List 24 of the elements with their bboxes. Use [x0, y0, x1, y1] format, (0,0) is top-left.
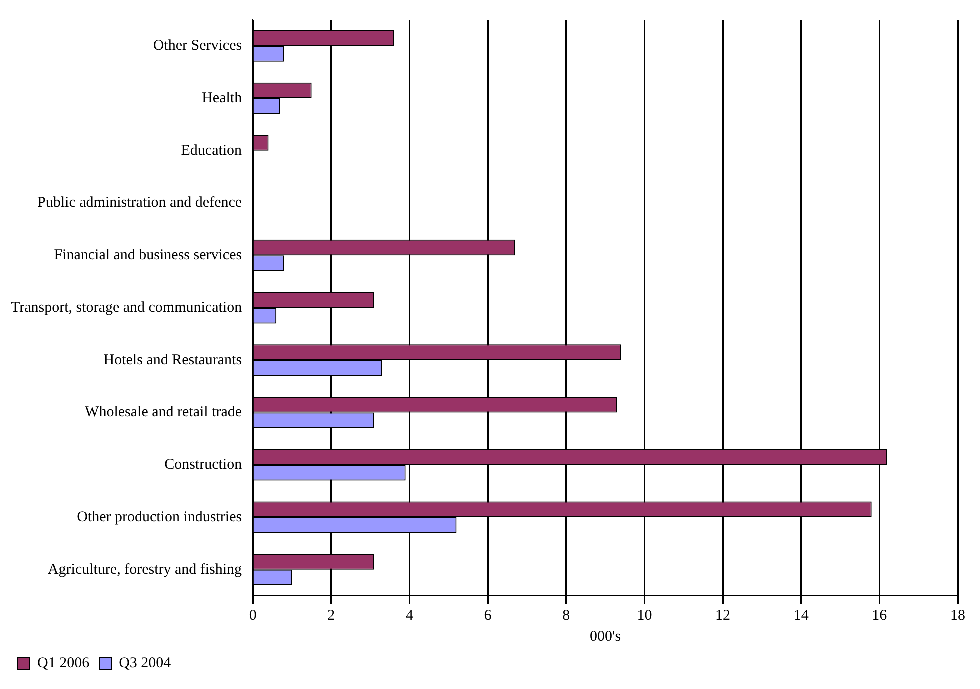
y-tick-label: Agriculture, forestry and fishing	[48, 562, 243, 578]
y-tick-label: Transport, storage and communication	[10, 300, 243, 316]
x-tick-label: 18	[950, 608, 966, 624]
x-tick-label: 8	[562, 608, 570, 624]
x-tick-label: 6	[484, 608, 492, 624]
y-tick-label: Education	[181, 142, 243, 159]
x-tick-label: 0	[249, 608, 257, 624]
x-axis-title: 000's	[590, 628, 622, 645]
y-tick-label: Other Services	[153, 38, 242, 54]
legend-label: Q3 2004	[119, 655, 172, 672]
x-tick-label: 10	[637, 608, 652, 624]
x-tick-label: 12	[716, 608, 731, 624]
y-tick-label: Hotels and Restaurants	[104, 352, 242, 368]
y-tick-label: Construction	[164, 457, 243, 474]
y-tick-label: Health	[202, 90, 243, 106]
y-tick-label: Public administration and defence	[38, 195, 242, 212]
legend-label: Q1 2006	[38, 655, 90, 672]
x-tick-label: 4	[406, 608, 414, 624]
x-tick-label: 2	[328, 608, 336, 624]
x-tick-label: 16	[872, 608, 888, 624]
y-tick-label: Financial and business services	[54, 248, 242, 264]
y-tick-label: Wholesale and retail trade	[85, 404, 242, 421]
y-tick-label: Other production industries	[77, 509, 242, 526]
x-tick-label: 14	[794, 608, 810, 624]
